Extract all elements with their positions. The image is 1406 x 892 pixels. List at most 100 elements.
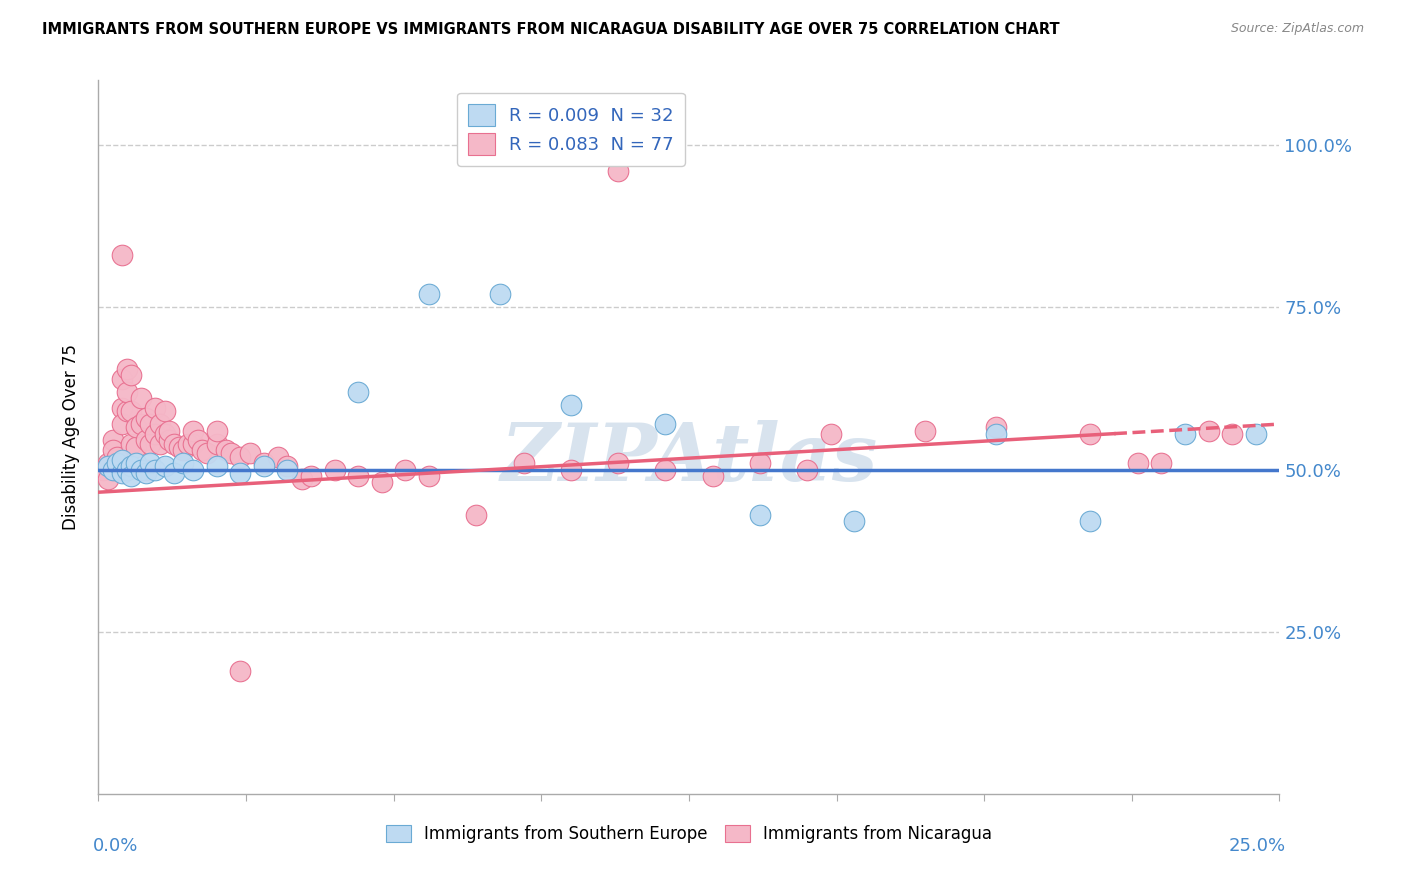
- Point: [135, 434, 157, 448]
- Point: [121, 436, 143, 450]
- Point: [125, 440, 148, 454]
- Point: [135, 466, 157, 480]
- Point: [205, 459, 228, 474]
- Point: [219, 446, 242, 460]
- Legend: Immigrants from Southern Europe, Immigrants from Nicaragua: Immigrants from Southern Europe, Immigra…: [380, 818, 998, 850]
- Point: [143, 462, 166, 476]
- Point: [560, 398, 582, 412]
- Point: [143, 401, 166, 415]
- Point: [748, 508, 770, 522]
- Point: [105, 450, 128, 464]
- Point: [163, 436, 186, 450]
- Point: [195, 446, 218, 460]
- Point: [347, 469, 370, 483]
- Point: [187, 434, 209, 448]
- Point: [129, 391, 152, 405]
- Point: [149, 436, 172, 450]
- Point: [115, 462, 138, 476]
- Point: [143, 426, 166, 441]
- Point: [1150, 456, 1173, 470]
- Point: [172, 443, 194, 458]
- Point: [105, 456, 128, 470]
- Point: [299, 469, 322, 483]
- Point: [177, 436, 200, 450]
- Point: [323, 462, 346, 476]
- Point: [149, 417, 172, 431]
- Point: [111, 401, 134, 415]
- Point: [702, 469, 724, 483]
- Point: [394, 462, 416, 476]
- Point: [121, 368, 143, 383]
- Point: [276, 462, 298, 476]
- Point: [115, 384, 138, 399]
- Point: [253, 459, 276, 474]
- Point: [135, 410, 157, 425]
- Point: [512, 456, 534, 470]
- Point: [91, 462, 114, 476]
- Point: [654, 462, 676, 476]
- Point: [191, 443, 214, 458]
- Point: [121, 459, 143, 474]
- Point: [1244, 426, 1267, 441]
- Point: [129, 417, 152, 431]
- Point: [489, 287, 512, 301]
- Point: [229, 450, 252, 464]
- Point: [139, 456, 162, 470]
- Point: [111, 452, 134, 467]
- Point: [105, 462, 128, 476]
- Point: [239, 446, 262, 460]
- Text: 0.0%: 0.0%: [93, 837, 138, 855]
- Point: [607, 164, 630, 178]
- Point: [654, 417, 676, 431]
- Point: [115, 362, 138, 376]
- Point: [253, 456, 276, 470]
- Point: [97, 472, 120, 486]
- Point: [205, 424, 228, 438]
- Point: [1198, 424, 1220, 438]
- Point: [181, 424, 204, 438]
- Point: [115, 404, 138, 418]
- Text: IMMIGRANTS FROM SOUTHERN EUROPE VS IMMIGRANTS FROM NICARAGUA DISABILITY AGE OVER: IMMIGRANTS FROM SOUTHERN EUROPE VS IMMIG…: [42, 22, 1060, 37]
- Point: [153, 404, 176, 418]
- Point: [181, 462, 204, 476]
- Point: [984, 426, 1007, 441]
- Point: [371, 475, 394, 490]
- Point: [560, 462, 582, 476]
- Point: [163, 466, 186, 480]
- Point: [1174, 426, 1197, 441]
- Point: [111, 466, 134, 480]
- Point: [1080, 426, 1102, 441]
- Text: 25.0%: 25.0%: [1229, 837, 1285, 855]
- Point: [607, 456, 630, 470]
- Point: [290, 472, 312, 486]
- Point: [229, 466, 252, 480]
- Point: [267, 450, 290, 464]
- Point: [111, 417, 134, 431]
- Text: Source: ZipAtlas.com: Source: ZipAtlas.com: [1230, 22, 1364, 36]
- Point: [914, 424, 936, 438]
- Point: [844, 515, 866, 529]
- Point: [153, 426, 176, 441]
- Point: [172, 456, 194, 470]
- Point: [167, 440, 190, 454]
- Point: [139, 436, 162, 450]
- Point: [135, 462, 157, 476]
- Point: [748, 456, 770, 470]
- Point: [129, 462, 152, 476]
- Point: [205, 436, 228, 450]
- Point: [276, 459, 298, 474]
- Point: [229, 664, 252, 678]
- Point: [984, 420, 1007, 434]
- Point: [820, 426, 842, 441]
- Point: [97, 456, 120, 470]
- Point: [465, 508, 488, 522]
- Point: [215, 443, 238, 458]
- Point: [347, 384, 370, 399]
- Point: [418, 287, 440, 301]
- Point: [1126, 456, 1149, 470]
- Point: [796, 462, 818, 476]
- Point: [153, 459, 176, 474]
- Point: [157, 434, 180, 448]
- Point: [1080, 515, 1102, 529]
- Point: [97, 459, 120, 474]
